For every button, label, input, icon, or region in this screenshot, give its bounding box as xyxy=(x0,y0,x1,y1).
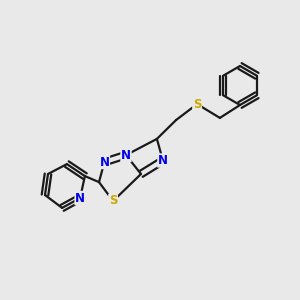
Text: N: N xyxy=(75,191,85,205)
Text: N: N xyxy=(158,154,168,167)
Text: S: S xyxy=(109,194,117,208)
Text: N: N xyxy=(99,155,110,169)
Text: N: N xyxy=(121,148,131,162)
Text: S: S xyxy=(193,98,201,111)
